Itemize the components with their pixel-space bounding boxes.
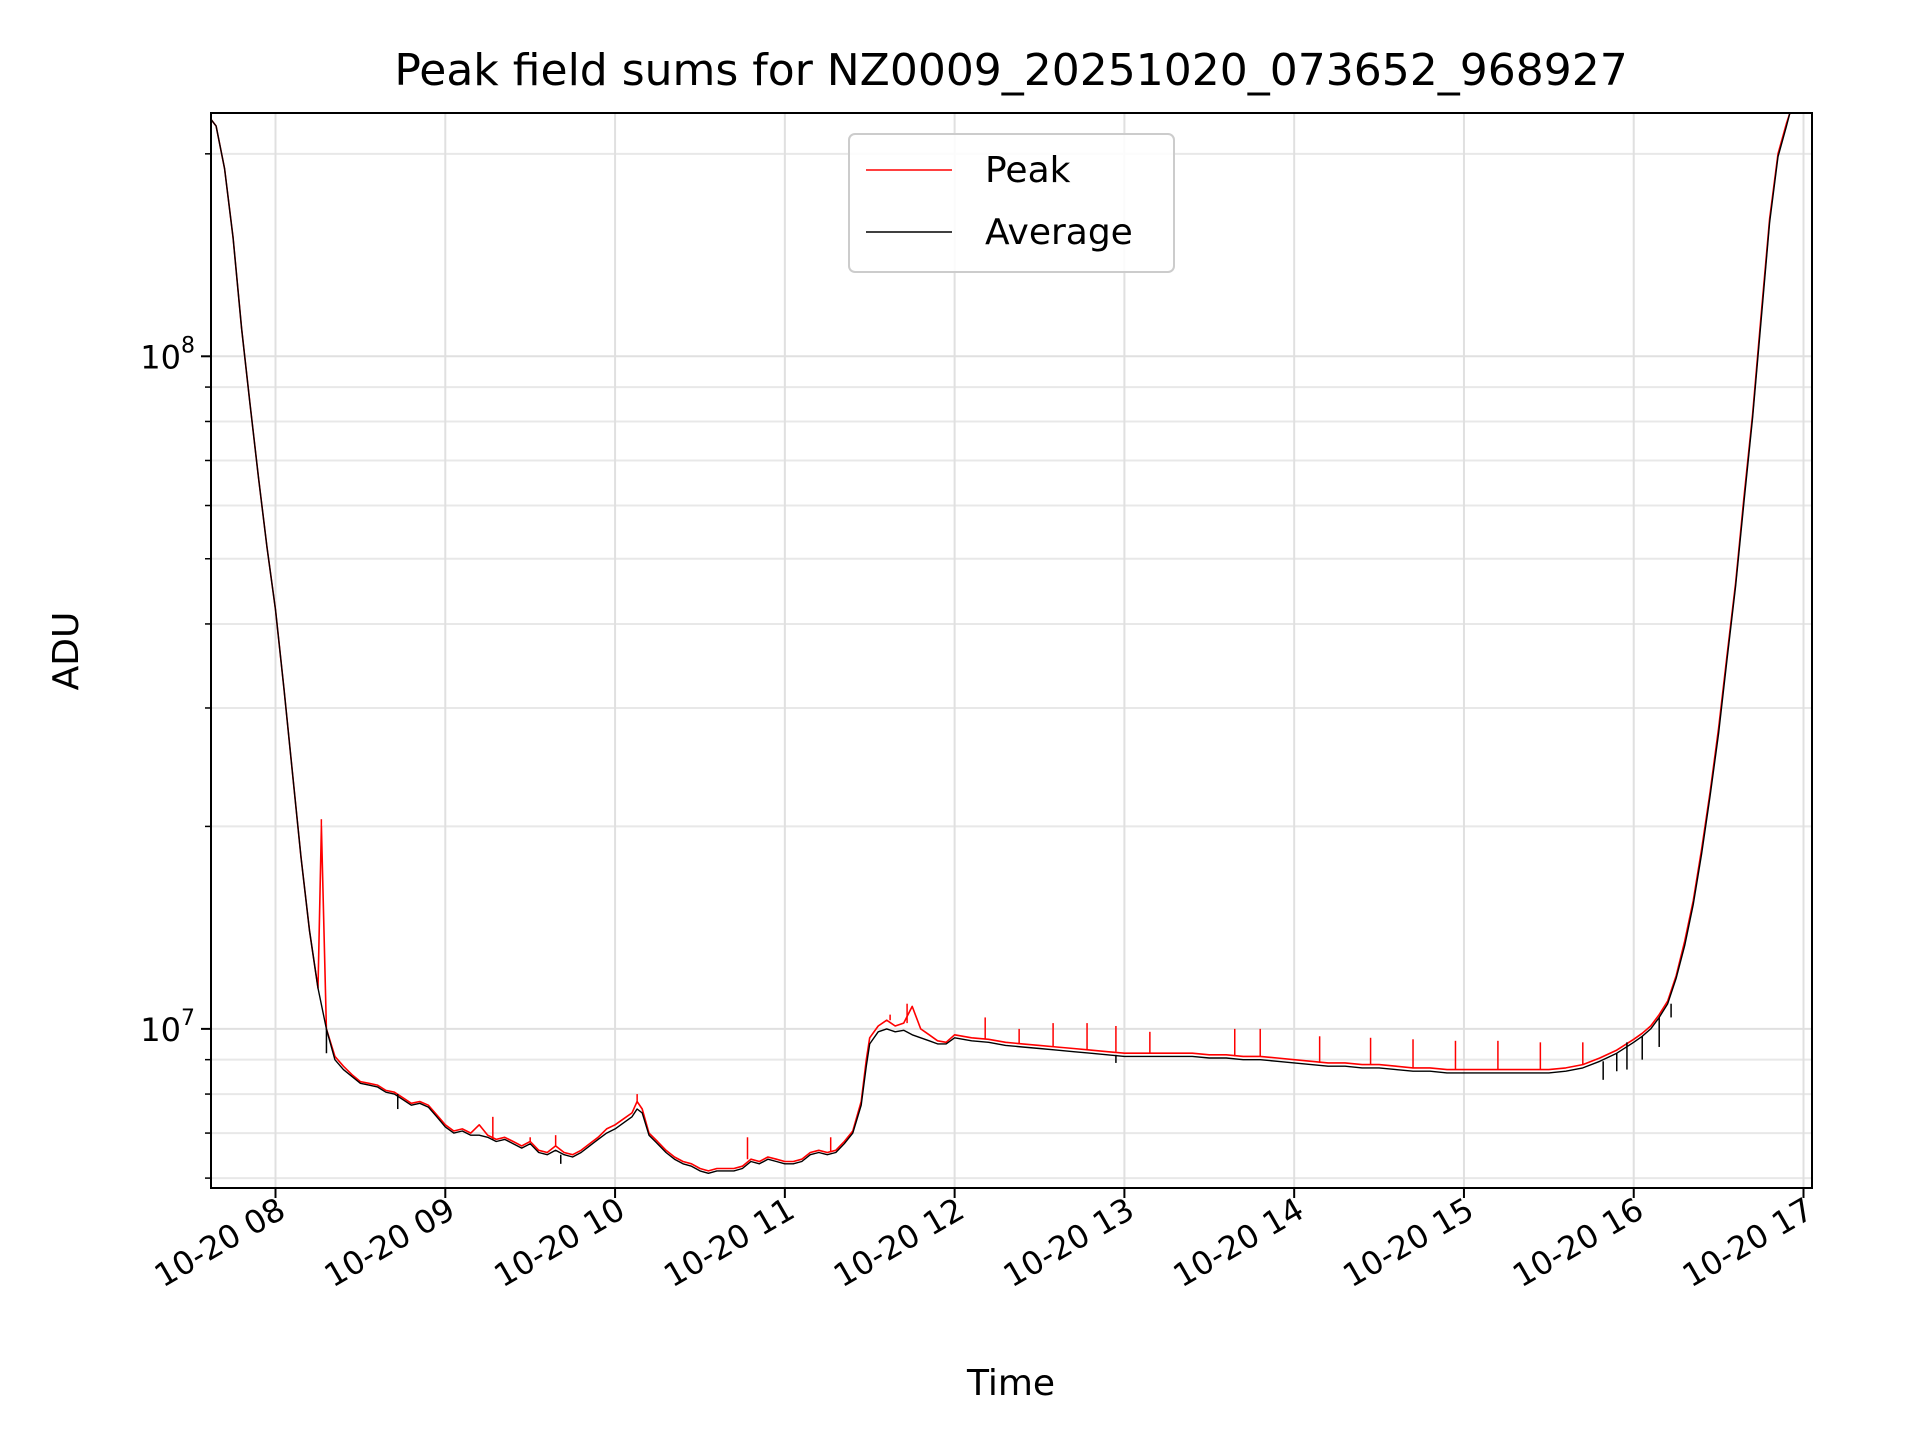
y-tick-label: 107 [140,1006,195,1049]
legend-box [848,133,1175,273]
series-group [211,113,1795,1175]
series-line-average [211,113,1795,1175]
plot-series [211,113,1795,1175]
legend-label-average: Average [985,212,1133,253]
grid [211,113,1812,1188]
y-tick-label: 108 [140,333,195,376]
plot-frame [210,112,1813,1189]
x-axis-label: Time [966,1363,1055,1404]
y-axis-label: ADU [46,612,87,691]
series-line-peak [211,113,1795,1172]
legend-label-peak: Peak [985,150,1071,191]
chart-title: Peak field sums for NZ0009_20251020_0736… [394,45,1627,96]
legend: Peak Average [848,133,1175,273]
